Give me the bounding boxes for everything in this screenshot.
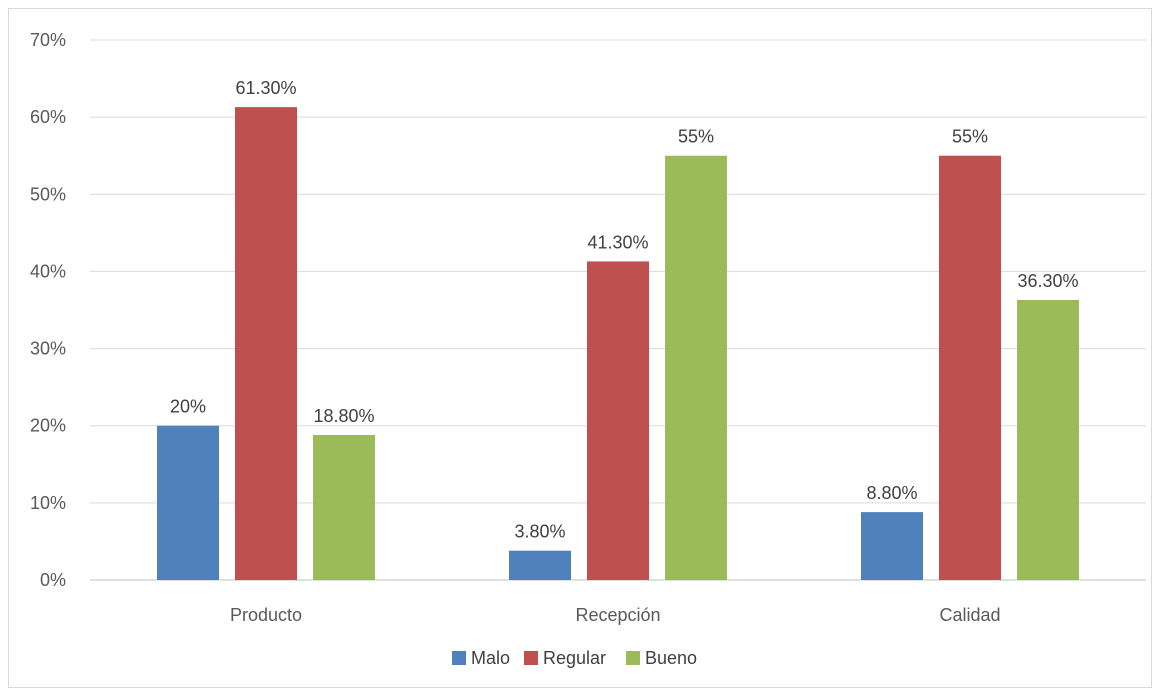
y-tick-label: 50% xyxy=(30,184,66,204)
bar-regular-1 xyxy=(587,261,649,580)
y-tick-label: 0% xyxy=(40,570,66,590)
data-label: 55% xyxy=(678,127,714,147)
y-axis-ticks: 0% 10% 20% 30% 40% 50% 60% 70% xyxy=(30,30,66,590)
legend-swatch-malo xyxy=(452,651,466,665)
data-label: 36.30% xyxy=(1017,271,1078,291)
legend-swatch-regular xyxy=(524,651,538,665)
data-label: 3.80% xyxy=(514,522,565,542)
data-label: 8.80% xyxy=(866,483,917,503)
y-tick-label: 10% xyxy=(30,493,66,513)
category-label: Producto xyxy=(230,605,302,625)
bar-bueno-2 xyxy=(1017,299,1079,580)
bar-malo-0 xyxy=(157,425,219,580)
bar-bueno-1 xyxy=(665,155,727,580)
legend-swatch-bueno xyxy=(626,651,640,665)
data-label: 61.30% xyxy=(235,78,296,98)
bar-regular-2 xyxy=(939,155,1001,580)
legend: Malo Regular Bueno xyxy=(452,648,697,668)
y-tick-label: 60% xyxy=(30,107,66,127)
category-labels: Producto Recepción Calidad xyxy=(230,605,1001,625)
y-tick-label: 30% xyxy=(30,339,66,359)
bar-bueno-0 xyxy=(313,434,375,580)
data-labels: 20% 61.30% 18.80% 3.80% 41.30% 55% 8.80% 55% 36.… xyxy=(170,78,1079,542)
category-label: Calidad xyxy=(939,605,1000,625)
bar-regular-0 xyxy=(235,107,297,580)
legend-label-regular: Regular xyxy=(543,648,606,668)
y-tick-label: 70% xyxy=(30,30,66,50)
data-label: 20% xyxy=(170,397,206,417)
data-label: 18.80% xyxy=(313,406,374,426)
legend-label-malo: Malo xyxy=(471,648,510,668)
bars xyxy=(157,107,1079,580)
legend-label-bueno: Bueno xyxy=(645,648,697,668)
bar-malo-1 xyxy=(509,550,571,580)
data-label: 55% xyxy=(952,127,988,147)
category-label: Recepción xyxy=(575,605,660,625)
y-tick-label: 20% xyxy=(30,416,66,436)
data-label: 41.30% xyxy=(587,232,648,252)
bar-malo-2 xyxy=(861,512,923,580)
y-tick-label: 40% xyxy=(30,261,66,281)
